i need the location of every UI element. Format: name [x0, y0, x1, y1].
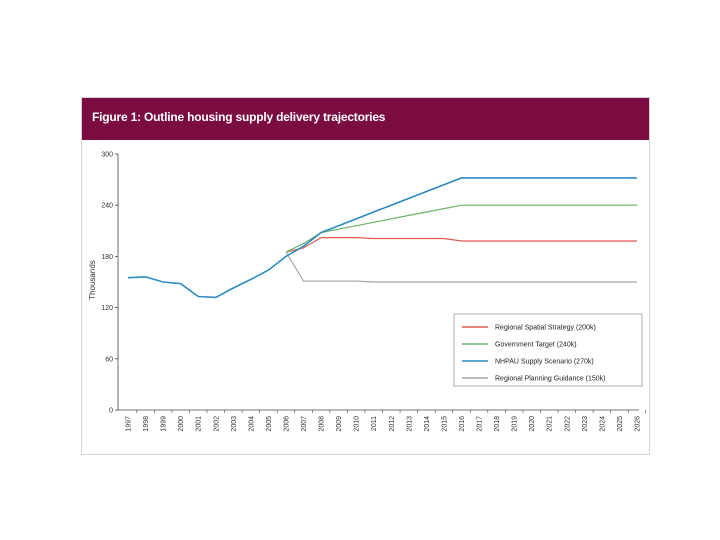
legend-box — [453, 313, 643, 387]
legend-entry: Regional Spatial Strategy (200k) — [495, 325, 596, 332]
x-tick-label: 2013 — [406, 416, 413, 432]
x-tick-label: 2006 — [283, 416, 290, 432]
x-tick-label: 2016 — [459, 416, 466, 432]
x-tick-label: 2026 — [635, 416, 642, 432]
x-tick-label: 2010 — [354, 416, 361, 432]
legend-entry: Regional Planning Guidance (150k) — [495, 376, 606, 383]
legend: Regional Spatial Strategy (200k) Governme… — [453, 313, 643, 387]
x-tick-label: 2024 — [599, 416, 606, 432]
series-line-1 — [285, 204, 637, 253]
x-tick-label: 2005 — [266, 416, 273, 432]
x-tick-label: 2000 — [178, 416, 185, 432]
series-line-3 — [285, 251, 637, 283]
x-tick-label: 2002 — [213, 416, 220, 432]
x-tick-label: 1997 — [126, 416, 133, 432]
x-tick-label: 2023 — [582, 416, 589, 432]
y-tick-label: 0 — [109, 408, 113, 415]
series-line-2 — [127, 177, 637, 299]
x-tick-label: 2021 — [547, 416, 554, 432]
x-tick-label: 2019 — [512, 416, 519, 432]
x-tick-label: 2015 — [441, 416, 448, 432]
series-line-0 — [285, 237, 637, 253]
y-tick-label: 60 — [105, 356, 113, 363]
x-tick-label: 2004 — [248, 416, 255, 432]
x-tick-label: 2017 — [477, 416, 484, 432]
y-tick-label: 180 — [101, 254, 113, 261]
x-tick-label: 2007 — [301, 416, 308, 432]
y-tick-label: 120 — [101, 305, 113, 312]
y-tick-label: 240 — [101, 203, 113, 210]
x-tick-label: 2018 — [494, 416, 501, 432]
x-tick-label: 2012 — [389, 416, 396, 432]
x-tick-label: 2008 — [319, 416, 326, 432]
x-tick-label: 2011 — [371, 416, 378, 431]
figure-title: Figure 1: Outline housing supply deliver… — [92, 110, 386, 124]
x-tick-label: 2020 — [529, 416, 536, 432]
x-tick-label: 2022 — [564, 416, 571, 432]
y-axis-label: Thousands — [88, 260, 97, 300]
x-tick-label: 1998 — [143, 416, 150, 432]
legend-entry: Government Target (240k) — [495, 342, 577, 349]
x-tick-label: 1999 — [161, 416, 168, 432]
x-tick-label: 2014 — [424, 416, 431, 432]
x-tick-label: 2001 — [196, 416, 203, 432]
figure-header: Figure 1: Outline housing supply deliver… — [82, 98, 649, 140]
figure-panel: Figure 1: Outline housing supply deliver… — [81, 97, 650, 455]
line-chart: 0 60 120 180 240 300 1997 1998 1999 2000 2001 2002 2… — [88, 152, 647, 432]
x-tick-label: 2009 — [336, 416, 343, 432]
legend-entry: NHPAU Supply Scenario (270k) — [495, 359, 594, 366]
x-tick-label: 2025 — [617, 416, 624, 432]
y-tick-label: 300 — [101, 152, 113, 159]
x-tick-label: 2003 — [231, 416, 238, 432]
